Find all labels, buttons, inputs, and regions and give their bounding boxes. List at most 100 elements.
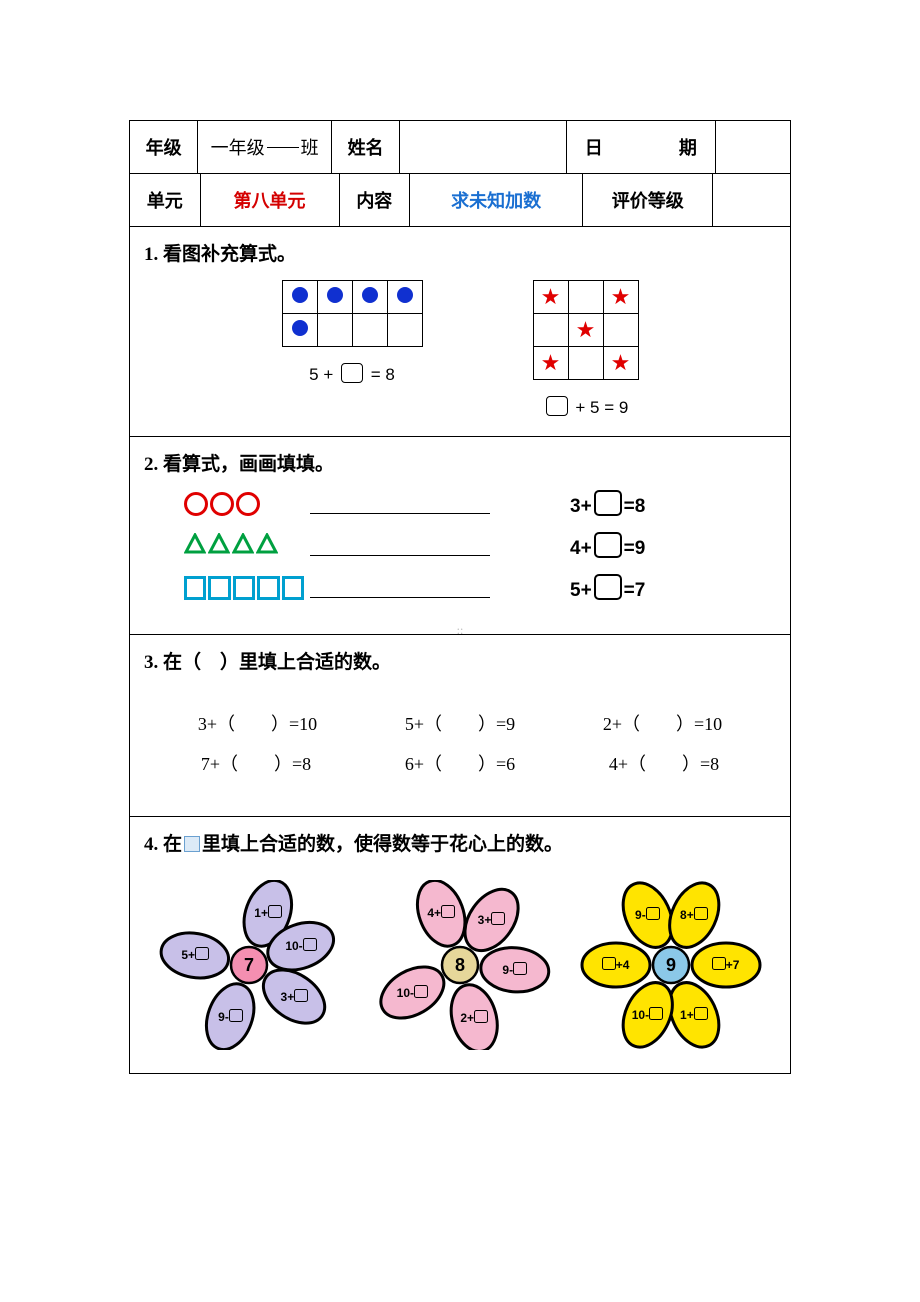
draw-blank[interactable] (310, 579, 490, 598)
content-value: 求未知加数 (410, 174, 583, 226)
petal-label[interactable]: 8+ (674, 907, 714, 922)
petal-label[interactable]: +7 (706, 957, 746, 972)
petal-label[interactable]: 10- (627, 1007, 667, 1022)
dot-icon (327, 287, 343, 303)
answer-box[interactable] (341, 363, 363, 383)
class-blank[interactable] (267, 147, 299, 148)
eq-text: = 8 (371, 365, 395, 384)
q3-item[interactable]: 6+（ ）=6 (405, 750, 515, 776)
flower: 99-8++71+10-+4 (576, 880, 766, 1055)
answer-box[interactable] (602, 957, 616, 970)
answer-box[interactable] (294, 989, 308, 1002)
answer-box[interactable] (268, 905, 282, 918)
shape-group (184, 576, 304, 600)
petal-label[interactable]: 3+ (472, 912, 512, 927)
grade-label: 年级 (130, 121, 198, 173)
date-right: 期 (679, 134, 697, 160)
eq-text: 5 + (309, 365, 333, 384)
triangle-icon (184, 533, 206, 560)
answer-box[interactable] (414, 985, 428, 998)
petal-label[interactable]: 1+ (248, 905, 288, 920)
q3-item[interactable]: 7+（ ）=8 (201, 750, 311, 776)
q3-line-1: 3+（ ）=10 5+（ ）=9 2+（ ）=10 (154, 710, 766, 736)
q1-eq-right: + 5 = 9 (533, 396, 639, 418)
flower: 71+10-3+9-5+ (154, 880, 344, 1055)
q2-row: 3+=8 (184, 490, 776, 518)
petal-label[interactable]: 10- (281, 938, 321, 953)
grade-value[interactable]: 一年级 班 (198, 121, 332, 173)
petal-label[interactable]: 1+ (674, 1007, 714, 1022)
answer-box[interactable] (474, 1010, 488, 1023)
q3-item[interactable]: 4+（ ）=8 (609, 750, 719, 776)
square-icon (233, 576, 255, 600)
answer-box[interactable] (649, 1007, 663, 1020)
question-2: 2. 看算式，画画填填。 3+=8 4+=9 5+=7 (130, 437, 790, 635)
star-icon: ★ (541, 284, 561, 309)
date-value[interactable] (716, 121, 790, 173)
q1-left: 5 + = 8 (282, 280, 423, 385)
q4-title-b: 里填上合适的数，使得数等于花心上的数。 (202, 834, 563, 855)
q3-item[interactable]: 2+（ ）=10 (603, 710, 722, 736)
answer-box[interactable] (229, 1009, 243, 1022)
star-icon: ★ (541, 350, 561, 375)
star-icon: ★ (611, 284, 631, 309)
petal-label[interactable]: 2+ (454, 1010, 494, 1025)
answer-box[interactable] (441, 905, 455, 918)
answer-box[interactable] (546, 396, 568, 416)
worksheet: 年级 一年级 班 姓名 日 期 单元 第八单元 内容 求未知加数 评价等级 1.… (129, 120, 791, 1074)
petal-label[interactable]: 10- (392, 985, 432, 1000)
petal-label[interactable]: 4+ (421, 905, 461, 920)
grade-suffix: 班 (301, 134, 319, 160)
draw-blank[interactable] (310, 537, 490, 556)
eq-text: + 5 = 9 (575, 398, 628, 417)
q3-line-2: 7+（ ）=8 6+（ ）=6 4+（ ）=8 (154, 750, 766, 776)
flowers-row: 71+10-3+9-5+84+3+9-2+10-99-8++71+10-+4 (144, 870, 776, 1055)
answer-box[interactable] (513, 962, 527, 975)
rating-value[interactable] (713, 174, 790, 226)
inline-box-icon (184, 836, 200, 852)
answer-box[interactable] (694, 907, 708, 920)
petal-label[interactable]: +4 (596, 957, 636, 972)
date-label: 日 期 (567, 121, 716, 173)
q1-title: 1. 看图补充算式。 (144, 239, 776, 266)
draw-blank[interactable] (310, 495, 490, 514)
date-left: 日 (585, 134, 603, 160)
answer-box[interactable] (195, 947, 209, 960)
answer-box[interactable] (694, 1007, 708, 1020)
answer-box[interactable] (594, 490, 622, 516)
q3-item[interactable]: 3+（ ）=10 (198, 710, 317, 736)
q2-row: 5+=7 (184, 574, 776, 602)
circle-icon (184, 492, 208, 516)
question-4: 4. 在里填上合适的数，使得数等于花心上的数。 71+10-3+9-5+84+3… (130, 817, 790, 1073)
answer-box[interactable] (594, 532, 622, 558)
petal-label[interactable]: 9- (627, 907, 667, 922)
petal-label[interactable]: 5+ (175, 947, 215, 962)
q2-equation: 3+=8 (570, 490, 645, 518)
grade-prefix: 一年级 (211, 134, 265, 160)
square-icon (184, 576, 206, 600)
answer-box[interactable] (712, 957, 726, 970)
answer-box[interactable] (303, 938, 317, 951)
petal-label[interactable]: 3+ (274, 989, 314, 1004)
q1-right: ★★★★★ + 5 = 9 (533, 280, 639, 418)
dot-icon (292, 287, 308, 303)
q3-item[interactable]: 5+（ ）=9 (405, 710, 515, 736)
star-icon: ★ (576, 317, 596, 342)
unit-value: 第八单元 (201, 174, 340, 226)
petal-label[interactable]: 9- (211, 1009, 251, 1024)
star-grid: ★★★★★ (533, 280, 639, 380)
q1-eq-left: 5 + = 8 (282, 363, 423, 385)
petal-label[interactable]: 9- (495, 962, 535, 977)
q2-title: 2. 看算式，画画填填。 (144, 449, 776, 476)
question-3: 3. 在（ ）里填上合适的数。 3+（ ）=10 5+（ ）=9 2+（ ）=1… (130, 635, 790, 817)
dot-icon (397, 287, 413, 303)
q2-equation: 4+=9 (570, 532, 645, 560)
header-row-1: 年级 一年级 班 姓名 日 期 (130, 121, 790, 174)
square-icon (208, 576, 230, 600)
answer-box[interactable] (491, 912, 505, 925)
square-icon (257, 576, 279, 600)
answer-box[interactable] (594, 574, 622, 600)
name-value[interactable] (400, 121, 567, 173)
answer-box[interactable] (646, 907, 660, 920)
triangle-icon (208, 533, 230, 560)
